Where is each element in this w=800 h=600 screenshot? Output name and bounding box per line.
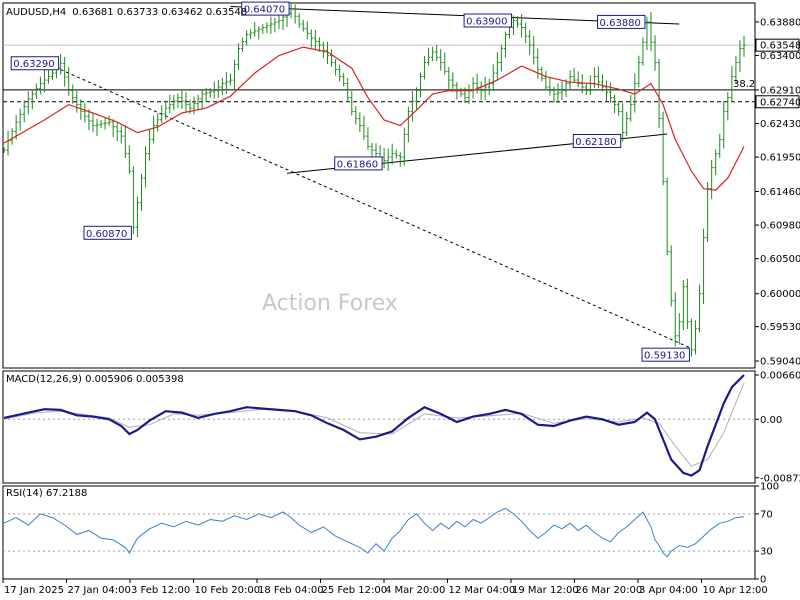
price-label-box (10, 56, 60, 71)
symbol-label: AUDUSD,H4 (6, 7, 66, 18)
y-tick-label: 0.63400 (760, 51, 800, 62)
y-tick-label: 0.62430 (760, 119, 800, 130)
main-panel (2, 2, 756, 369)
ohlc-values: 0.63681 0.63733 0.63462 0.63548 (72, 7, 247, 18)
overlay: 0.63290 0.60870 0.64070 0.61860 0.63900 0.621… (10, 1, 755, 362)
chart-header: AUDUSD,H4 0.63681 0.63733 0.63462 0.63548 (6, 7, 247, 18)
axes: 0.63880 0.63400 0.62910 0.62430 0.61950 0.614… (2, 17, 800, 596)
y-tick-label: 0.59040 (760, 356, 800, 367)
price-badge (755, 38, 800, 52)
x-tick-label: 18 Feb 04:00 (258, 585, 324, 596)
price-label: 0.63880 (597, 14, 646, 29)
price-badge-label: 0.62740 (760, 97, 800, 108)
price-label-box (597, 14, 646, 29)
price-badge (755, 95, 800, 109)
y-tick-label: 0.61460 (760, 187, 800, 198)
price-label-text: 0.61860 (337, 159, 378, 170)
moving-average-line (3, 46, 745, 191)
rsi-panel (2, 485, 756, 580)
x-tick-label: 10 Feb 20:00 (195, 585, 261, 596)
macd-signal-line (3, 382, 745, 467)
rsi-tick-label: 70 (760, 509, 773, 520)
macd-line (3, 374, 745, 477)
price-label: 0.64070 (241, 1, 290, 16)
y-tick-label: 0.63880 (760, 17, 800, 28)
y-tick-label: 0.61950 (760, 153, 800, 164)
price-label: 0.60870 (83, 225, 132, 240)
price-label: 0.63290 (10, 56, 60, 71)
macd-plot (3, 374, 755, 477)
price-label-box (334, 156, 383, 171)
rsi-title: RSI(14) 67.2188 (6, 488, 87, 499)
price-label-box (641, 347, 690, 362)
x-tick-label: 3 Feb 12:00 (131, 585, 190, 596)
watermark: Action Forex (262, 291, 398, 316)
price-label-box (572, 134, 622, 149)
macd-tick-label: 0.006602 (760, 371, 800, 382)
rsi-plot (3, 507, 755, 558)
x-tick-label: 10 Apr 12:00 (703, 585, 768, 596)
price-label: 0.63900 (463, 13, 513, 28)
price-label: 0.62180 (572, 134, 622, 149)
rsi-tick-label: 30 (760, 547, 773, 558)
y-tick-label: 0.60000 (760, 289, 800, 300)
price-label-text: 0.64070 (244, 5, 285, 16)
price-label: 0.61860 (334, 156, 383, 171)
price-label-text: 0.63880 (600, 18, 641, 29)
y-tick-label: 0.59530 (760, 322, 800, 333)
price-label-text: 0.63290 (13, 59, 54, 70)
x-tick-label: 3 Apr 04:00 (639, 585, 698, 596)
price-label-text: 0.59130 (644, 351, 685, 362)
x-tick-label: 17 Jan 2025 (4, 585, 64, 596)
macd-title: MACD(12,26,9) 0.005906 0.005398 (6, 374, 184, 385)
price-label-text: 0.62180 (575, 137, 616, 148)
macd-panel (2, 370, 756, 484)
fib-level-tag: 38.2 (733, 79, 755, 90)
price-label: 0.59130 (641, 347, 690, 362)
rsi-tick-label: 100 (760, 482, 779, 493)
x-tick-label: 12 Mar 04:00 (449, 585, 516, 596)
macd-tick-label: 0.00 (760, 415, 782, 426)
price-badge-label: 0.63548 (760, 41, 800, 52)
price-label-box (83, 225, 132, 240)
rsi-tick-label: 0 (760, 575, 766, 586)
x-tick-label: 26 Mar 20:00 (576, 585, 643, 596)
rsi-line (3, 507, 745, 558)
y-tick-label: 0.62910 (760, 85, 800, 96)
x-tick-label: 19 Mar 12:00 (512, 585, 579, 596)
macd-tick-label: -0.00872 (760, 473, 800, 484)
price-label-text: 0.63900 (466, 17, 507, 28)
x-tick-label: 4 Mar 20:00 (385, 585, 445, 596)
price-plot (3, 3, 755, 357)
y-tick-label: 0.60500 (760, 254, 800, 265)
x-tick-label: 27 Jan 04:00 (68, 585, 131, 596)
y-tick-label: 0.60980 (760, 221, 800, 232)
price-label-box (241, 1, 290, 16)
price-label-text: 0.60870 (86, 229, 127, 240)
price-label-box (463, 13, 513, 28)
x-tick-label: 25 Feb 12:00 (322, 585, 388, 596)
